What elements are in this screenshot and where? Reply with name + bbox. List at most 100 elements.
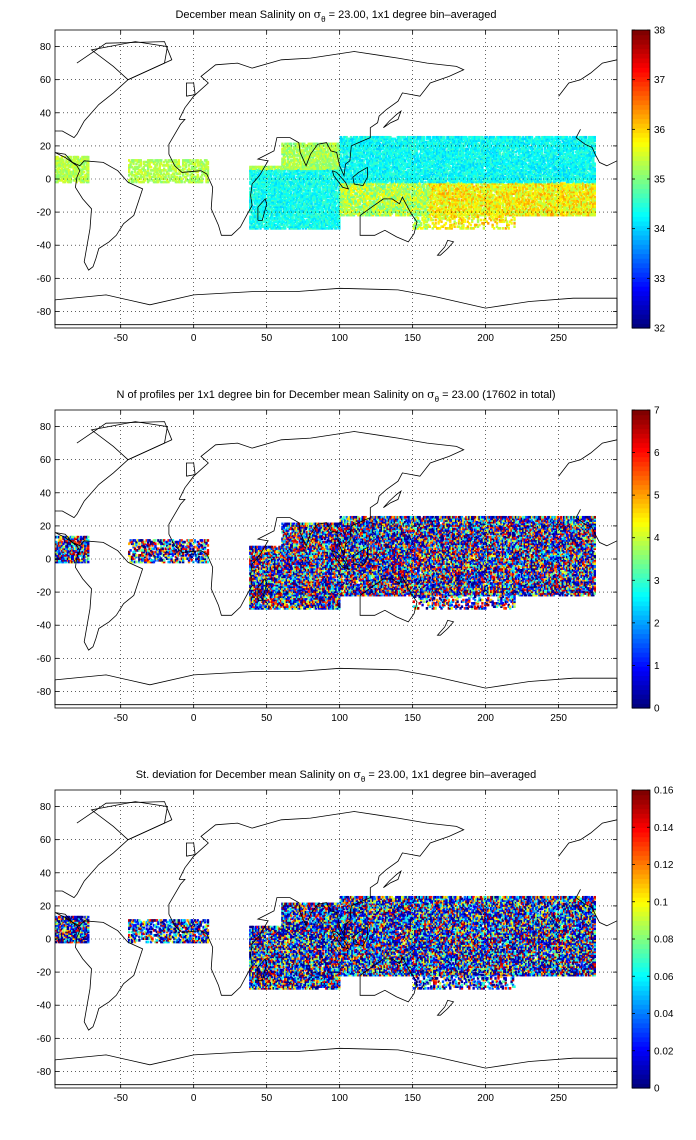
bin-cell bbox=[268, 165, 271, 169]
bin-cell bbox=[63, 180, 67, 184]
bin-cell bbox=[85, 175, 88, 179]
bin-cell bbox=[269, 193, 272, 197]
bin-cell bbox=[152, 162, 156, 166]
bin-cell bbox=[60, 155, 64, 159]
bin-cell bbox=[133, 165, 137, 169]
bin-cell bbox=[291, 207, 294, 210]
bin-cell bbox=[288, 175, 291, 179]
bin-cell bbox=[307, 185, 310, 189]
bin-cell bbox=[257, 187, 261, 190]
bin-cell bbox=[187, 167, 191, 171]
bin-cell bbox=[279, 179, 283, 182]
bin-cell bbox=[287, 210, 290, 214]
bin-cell bbox=[319, 218, 322, 222]
bin-cell bbox=[307, 182, 310, 185]
bin-cell bbox=[307, 225, 310, 229]
bin-cell bbox=[273, 182, 277, 185]
bin-cell bbox=[260, 172, 264, 176]
bin-cell bbox=[319, 182, 322, 185]
bin-cell bbox=[254, 207, 258, 210]
bin-cell bbox=[266, 198, 269, 202]
bin-cell bbox=[326, 210, 329, 214]
bin-cell bbox=[287, 180, 290, 184]
bin-cell bbox=[206, 162, 210, 166]
bin-cell bbox=[295, 220, 299, 224]
bin-cell bbox=[322, 205, 325, 209]
bin-cell bbox=[206, 170, 210, 174]
bin-cell bbox=[199, 175, 202, 179]
bin-cell bbox=[322, 227, 325, 230]
bin-cell bbox=[291, 187, 294, 190]
bin-cell bbox=[268, 217, 271, 220]
bin-cell bbox=[146, 165, 150, 169]
bin-cell bbox=[313, 179, 316, 182]
bin-cell bbox=[76, 155, 80, 159]
bin-cell bbox=[85, 177, 88, 180]
bin-cell bbox=[325, 210, 328, 214]
bin-cell bbox=[322, 175, 325, 179]
bin-cell bbox=[266, 213, 269, 217]
bin-cell bbox=[311, 172, 315, 176]
bin-cell bbox=[253, 185, 256, 189]
bin-cell bbox=[294, 172, 297, 176]
bin-cell bbox=[145, 172, 148, 176]
bin-cell bbox=[190, 165, 194, 169]
bin-cell bbox=[73, 157, 77, 161]
bin-cell bbox=[181, 174, 185, 177]
bin-cell bbox=[73, 170, 77, 174]
bin-cell bbox=[339, 154, 342, 157]
bin-cell bbox=[160, 159, 163, 162]
bin-cell bbox=[254, 213, 258, 217]
bin-cell bbox=[254, 222, 258, 225]
bin-cell bbox=[282, 202, 286, 205]
bin-cell bbox=[278, 193, 281, 197]
bin-cell bbox=[252, 172, 255, 176]
bin-cell bbox=[268, 210, 271, 214]
bin-cell bbox=[298, 180, 302, 184]
bin-cell bbox=[279, 210, 283, 214]
bin-cell bbox=[287, 218, 290, 222]
bin-cell bbox=[268, 179, 271, 182]
bin-cell bbox=[179, 170, 182, 174]
bin-cell bbox=[173, 169, 176, 172]
bin-cell bbox=[56, 155, 59, 159]
bin-cell bbox=[297, 185, 300, 189]
bin-cell bbox=[304, 202, 307, 205]
bin-cell bbox=[250, 198, 253, 202]
bin-cell bbox=[259, 213, 262, 217]
bin-cell bbox=[272, 225, 275, 229]
bin-cell bbox=[282, 188, 286, 192]
bin-cell bbox=[325, 213, 328, 217]
bin-cell bbox=[142, 169, 145, 172]
bin-cell bbox=[313, 223, 316, 227]
bin-cell bbox=[304, 198, 307, 202]
bin-cell bbox=[320, 172, 324, 176]
bin-cell bbox=[314, 183, 318, 187]
bin-cell bbox=[278, 218, 281, 222]
bin-cell bbox=[266, 170, 269, 174]
bin-cell bbox=[82, 180, 86, 184]
bin-cell bbox=[272, 170, 275, 174]
bin-cell bbox=[263, 200, 267, 204]
bin-cell bbox=[288, 183, 291, 187]
bin-cell bbox=[301, 213, 305, 217]
bin-cell bbox=[288, 195, 291, 199]
bin-cell bbox=[253, 193, 256, 197]
bin-cell bbox=[310, 193, 313, 197]
bin-cell bbox=[311, 182, 315, 185]
bin-cell bbox=[287, 213, 290, 217]
bin-cell bbox=[87, 160, 90, 164]
bin-cell bbox=[78, 174, 81, 177]
bin-cell bbox=[285, 203, 288, 207]
bin-cell bbox=[308, 200, 312, 204]
bin-cell bbox=[66, 170, 70, 174]
bin-cell bbox=[256, 185, 259, 189]
bin-cell bbox=[266, 180, 269, 184]
bin-cell bbox=[311, 208, 315, 212]
bin-cell bbox=[287, 172, 290, 176]
bin-cell bbox=[292, 185, 296, 189]
bin-cell bbox=[254, 177, 258, 180]
bin-cell bbox=[148, 174, 151, 177]
bin-cell bbox=[183, 175, 186, 179]
